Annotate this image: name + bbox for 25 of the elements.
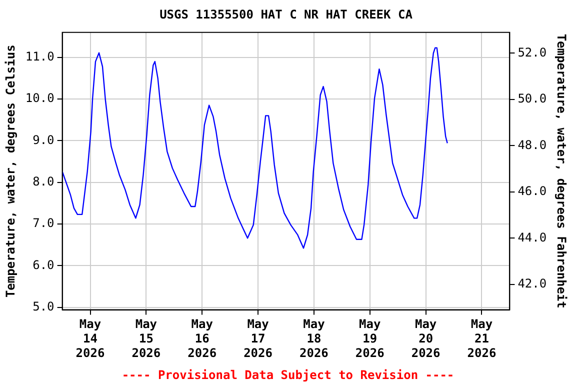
text: ---- Provisional Data Subject to Revision ---- [120,368,456,382]
y2-tick-label: 48.0 [518,138,547,152]
x-tick-label: May 16 2026 [188,317,217,360]
y2-tick-label: 42.0 [518,276,547,290]
x-tick-label: May 18 2026 [300,317,328,360]
y2-tick-label: 46.0 [518,184,547,198]
y-axis-title: Temperature, water, degrees Celsius [3,44,18,298]
y-tick-label: 10.0 [25,91,54,106]
x-tick-label: May 17 2026 [244,317,272,360]
x-tick-label: May 14 2026 [76,317,105,360]
y-tick-label: 8.0 [32,174,54,188]
x-tick-label: May 20 2026 [411,317,440,360]
y-tick-label: 7.0 [32,216,54,230]
x-tick-label: May 19 2026 [355,317,384,360]
y-tick-label: 11.0 [25,50,54,64]
x-tick-label: May 21 2026 [467,317,496,360]
y-tick-label: 5.0 [32,299,54,314]
y2-tick-label: 52.0 [518,45,547,60]
y2-tick-label: 50.0 [518,92,547,106]
y-tick-label: 6.0 [32,258,54,272]
chart-title: USGS 11355500 HAT C NR HAT CREEK CA [160,7,414,22]
y2-tick-label: 44.0 [518,230,547,244]
y2-axis-title: Temperature, water, degrees Fahrenheit [554,34,569,308]
x-tick-label: May 15 2026 [132,317,161,360]
y-tick-label: 9.0 [32,132,54,147]
